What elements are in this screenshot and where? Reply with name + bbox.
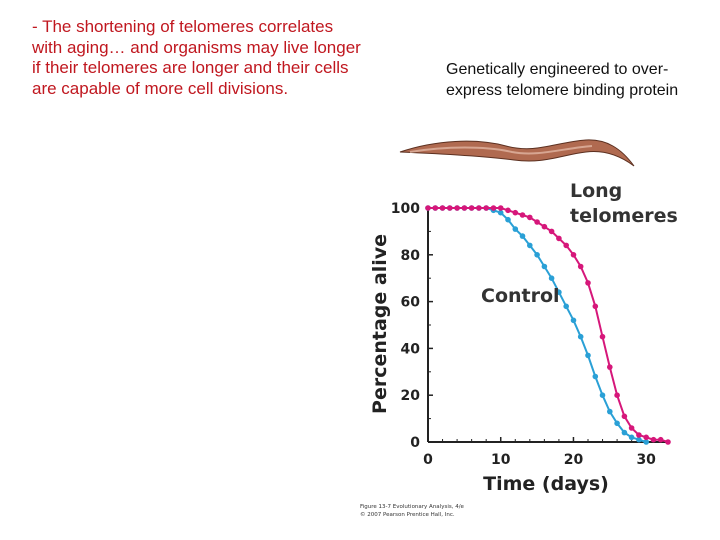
data-point-control — [577, 333, 584, 340]
data-point-control — [636, 436, 642, 443]
series-line-control — [428, 207, 647, 443]
data-point-long-telomeres — [541, 223, 548, 230]
data-point-long-telomeres — [527, 214, 533, 221]
bullet-text: - The shortening of telomeres correlates… — [32, 17, 361, 98]
series-line-long-telomeres — [428, 207, 669, 443]
data-point-long-telomeres — [657, 436, 664, 443]
data-point-long-telomeres — [461, 205, 468, 211]
caption-text: Genetically engineered to over-express t… — [446, 61, 679, 99]
data-point-control — [541, 263, 548, 270]
y-tick-label: 60 — [401, 295, 421, 311]
credit-line-2: © 2007 Pearson Prentice Hall, Inc. — [360, 512, 455, 518]
data-point-long-telomeres — [447, 205, 453, 211]
data-point-long-telomeres — [505, 207, 511, 214]
series-layer — [425, 205, 671, 445]
data-point-long-telomeres — [483, 205, 489, 211]
figure-credit: Figure 13-7 Evolutionary Analysis, 4/e ©… — [360, 503, 464, 519]
data-point-control — [628, 434, 635, 441]
data-point-long-telomeres — [592, 303, 599, 310]
data-point-control — [548, 275, 555, 281]
data-point-long-telomeres — [570, 252, 577, 258]
data-point-control — [585, 352, 591, 359]
data-point-long-telomeres — [628, 425, 635, 431]
data-point-long-telomeres — [468, 205, 475, 211]
worm-illustration — [399, 139, 635, 167]
data-point-long-telomeres — [439, 205, 446, 211]
data-point-long-telomeres — [519, 212, 526, 218]
data-point-long-telomeres — [497, 205, 504, 211]
x-tick-label: 10 — [491, 452, 511, 468]
data-point-control — [497, 209, 504, 216]
y-tick-label: 20 — [401, 388, 421, 404]
data-point-long-telomeres — [534, 219, 540, 225]
data-point-control — [607, 408, 613, 415]
x-tick-label: 20 — [564, 452, 584, 468]
data-point-control — [592, 373, 599, 380]
y-tick-label: 80 — [401, 248, 421, 264]
y-tick-label: 0 — [410, 435, 420, 451]
data-point-long-telomeres — [665, 439, 671, 445]
x-tick-label: 30 — [636, 452, 656, 468]
data-point-long-telomeres — [476, 205, 482, 211]
x-axis-label: Time (days) — [483, 473, 609, 495]
y-tick-label: 40 — [401, 341, 421, 357]
data-point-control — [527, 242, 533, 249]
y-axis-label: Percentage alive — [369, 234, 391, 414]
data-point-long-telomeres — [607, 364, 613, 370]
data-point-control — [556, 289, 562, 295]
credit-line-1: Figure 13-7 Evolutionary Analysis, 4/e — [360, 504, 464, 510]
data-point-control — [570, 317, 577, 324]
x-tick-group: 0 10 20 30 — [423, 437, 662, 468]
data-point-control — [505, 216, 511, 223]
data-point-long-telomeres — [432, 205, 439, 211]
data-point-long-telomeres — [643, 434, 649, 441]
data-point-control — [621, 429, 628, 436]
data-point-long-telomeres — [512, 209, 519, 216]
data-point-long-telomeres — [650, 436, 657, 443]
data-point-long-telomeres — [548, 228, 555, 235]
data-point-long-telomeres — [490, 205, 497, 211]
data-point-control — [534, 252, 540, 258]
series-label-long-line2: telomeres — [570, 205, 678, 227]
data-point-long-telomeres — [454, 205, 460, 211]
data-point-long-telomeres — [599, 333, 606, 340]
data-point-long-telomeres — [556, 235, 562, 242]
data-point-control — [519, 233, 526, 239]
data-point-long-telomeres — [425, 205, 431, 211]
y-tick-group: 0 20 40 60 80 100 — [391, 201, 433, 451]
data-point-control — [614, 420, 620, 427]
y-tick-label: 100 — [391, 201, 420, 217]
survival-chart: 0 20 40 60 80 100 0 10 20 30 Percentage alive Ti… — [369, 180, 678, 495]
data-point-long-telomeres — [636, 432, 642, 438]
data-point-long-telomeres — [621, 413, 628, 420]
series-label-control: Control — [481, 285, 560, 307]
data-point-long-telomeres — [614, 392, 620, 398]
data-point-control — [563, 303, 569, 310]
data-point-control — [512, 226, 519, 232]
x-tick-label: 0 — [423, 452, 433, 468]
series-label-long-line1: Long — [570, 180, 622, 202]
data-point-long-telomeres — [563, 242, 569, 249]
data-point-control — [599, 392, 606, 398]
data-point-control — [643, 439, 649, 445]
data-point-long-telomeres — [577, 263, 584, 270]
data-point-long-telomeres — [585, 280, 591, 286]
